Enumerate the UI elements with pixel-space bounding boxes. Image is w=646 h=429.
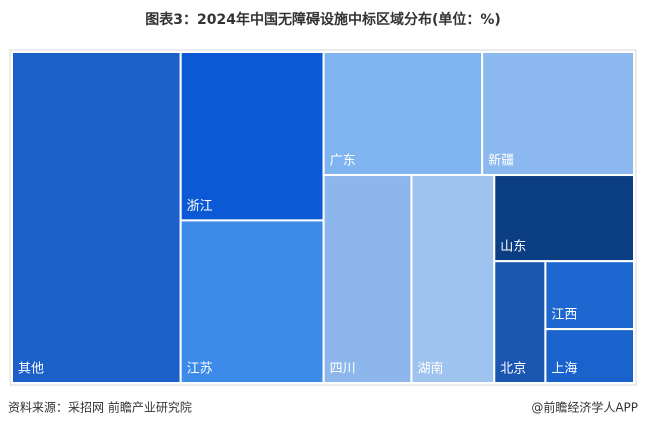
treemap-cell [322, 174, 413, 384]
chart-title: 图表3：2024年中国无障碍设施中标区域分布(单位：%) [145, 11, 501, 28]
cell-label: 上海 [551, 362, 577, 377]
cell-label: 新疆 [488, 153, 514, 169]
treemap-cell [481, 51, 635, 177]
cell-label: 浙江 [187, 199, 213, 214]
source: 资料来源：采招网 前瞻产业研究院 [8, 400, 192, 415]
cell-label: 广东 [330, 154, 356, 169]
treemap-cell [544, 328, 635, 385]
treemap-cell [493, 174, 635, 263]
credit: @前瞻经济学人APP [531, 400, 638, 415]
plot-frame [9, 49, 637, 386]
treemap-cell [493, 260, 547, 384]
cell-label: 江苏 [187, 361, 213, 377]
cell-label: 湖南 [417, 361, 443, 377]
cell-label: 山东 [500, 240, 526, 255]
treemap-cell [410, 174, 496, 384]
cell-label: 其他 [18, 362, 44, 377]
cell-label: 四川 [330, 362, 356, 377]
treemap-cell [179, 51, 325, 222]
treemap-cell [179, 219, 325, 384]
cell-label: 江西 [551, 308, 577, 323]
treemap-cell [11, 51, 182, 384]
cell-label: 北京 [500, 362, 526, 377]
